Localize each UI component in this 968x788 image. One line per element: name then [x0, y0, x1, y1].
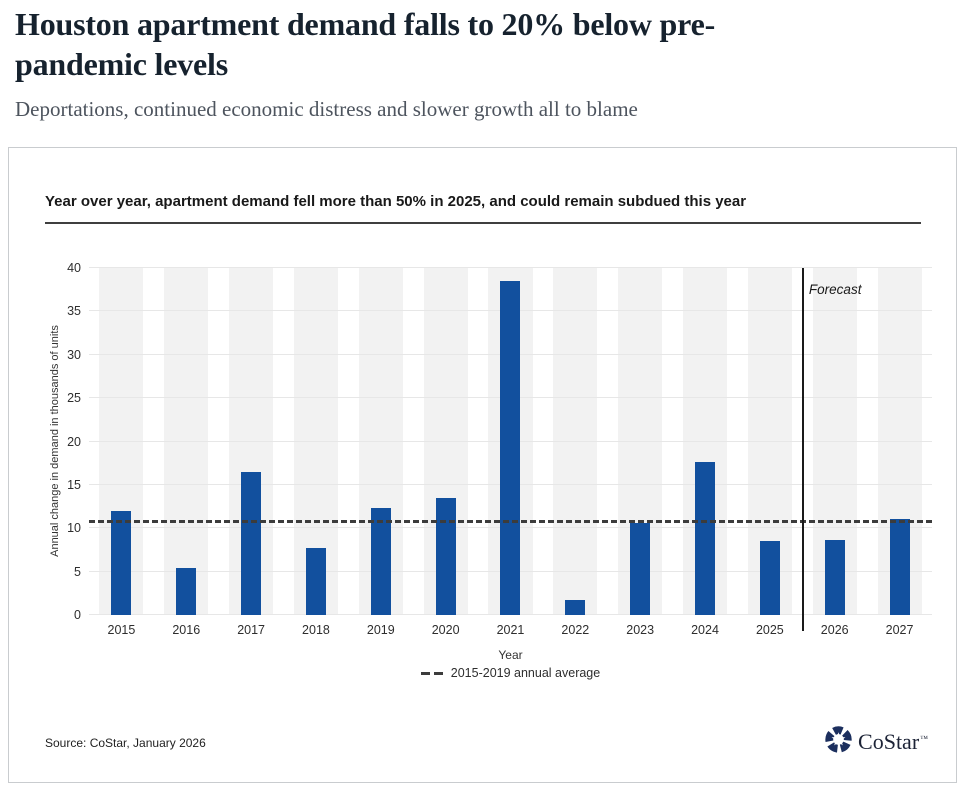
- column-2027: [867, 268, 932, 615]
- legend-dash-icon: [433, 671, 443, 675]
- bar-2027: [889, 518, 910, 615]
- x-tick-label-2025: 2025: [755, 623, 784, 637]
- y-tick-label: 5: [74, 564, 81, 579]
- column-2020: [413, 268, 478, 615]
- column-2019: [348, 268, 413, 615]
- x-axis-title: Year: [498, 648, 523, 662]
- bar-2015: [111, 510, 132, 615]
- x-tick-label-2018: 2018: [302, 623, 330, 637]
- bar-2021: [500, 281, 521, 615]
- column-2026: [802, 268, 867, 615]
- gridline: [89, 267, 932, 268]
- column-2018: [284, 268, 349, 615]
- chart-card: Year over year, apartment demand fell mo…: [8, 147, 957, 783]
- bar-2024: [695, 462, 716, 615]
- column-2022: [543, 268, 608, 615]
- x-tick-label-2015: 2015: [107, 623, 136, 637]
- y-tick-label: 30: [67, 347, 81, 362]
- forecast-divider-line: [802, 268, 805, 631]
- column-2025: [737, 268, 802, 615]
- costar-logo: CoStar™: [825, 726, 928, 758]
- bar-2022: [565, 600, 586, 615]
- bar-2017: [241, 471, 262, 615]
- column-2016: [154, 268, 219, 615]
- bar-2025: [759, 541, 780, 615]
- bar-2018: [305, 548, 326, 615]
- bar-2016: [176, 568, 197, 615]
- x-tick-label-2016: 2016: [172, 623, 201, 637]
- x-tick-label-2022: 2022: [561, 623, 590, 637]
- source-note: Source: CoStar, January 2026: [45, 736, 206, 750]
- bar-2023: [630, 523, 651, 615]
- column-2024: [673, 268, 738, 615]
- bar-2019: [370, 508, 391, 615]
- y-tick-label: 25: [67, 391, 81, 406]
- y-tick-label: 20: [67, 434, 81, 449]
- average-dashed-line: [89, 520, 932, 524]
- plot-area: Forecast: [89, 267, 932, 631]
- article-headline: Houston apartment demand falls to 20% be…: [15, 6, 716, 83]
- column-2015: [89, 268, 154, 615]
- y-tick-label: 35: [67, 304, 81, 319]
- x-tick-label-2027: 2027: [885, 623, 914, 637]
- forecast-label: Forecast: [808, 282, 862, 297]
- y-tick-label: 15: [67, 477, 81, 492]
- x-tick-label-2026: 2026: [820, 623, 849, 637]
- costar-logo-text: CoStar™: [858, 729, 928, 754]
- column-band: [553, 268, 598, 615]
- trademark-symbol: ™: [920, 733, 928, 743]
- column-2021: [478, 268, 543, 615]
- costar-pinwheel-icon: [825, 726, 852, 758]
- article-subtitle: Deportations, continued economic distres…: [15, 96, 638, 121]
- legend-label: 2015-2019 annual average: [450, 666, 601, 680]
- bar-2020: [435, 497, 456, 615]
- x-tick-label-2021: 2021: [496, 623, 525, 637]
- x-axis-ticks: 2015 2016 2017 2018 2019 2020 2021 2022 2023 2024…: [89, 623, 932, 637]
- y-tick-label: 0: [74, 608, 81, 622]
- y-tick-label: 10: [67, 521, 81, 536]
- x-tick-label-2019: 2019: [366, 623, 395, 637]
- y-axis-ticks: 0 5 10 15 20 25 30 35 40: [9, 261, 81, 622]
- x-tick-label-2023: 2023: [626, 623, 655, 637]
- bar-2026: [824, 540, 845, 615]
- legend-dash-icon: [420, 671, 430, 675]
- column-2023: [608, 268, 673, 615]
- chart-legend: 2015-2019 annual average: [89, 666, 932, 680]
- y-tick-label: 40: [67, 261, 81, 275]
- bar-columns: [89, 268, 932, 615]
- column-band: [164, 268, 209, 615]
- column-2017: [219, 268, 284, 615]
- x-tick-label-2017: 2017: [237, 623, 266, 637]
- chart-title: Year over year, apartment demand fell mo…: [45, 193, 921, 224]
- x-tick-label-2020: 2020: [431, 623, 460, 637]
- x-tick-label-2024: 2024: [691, 623, 719, 637]
